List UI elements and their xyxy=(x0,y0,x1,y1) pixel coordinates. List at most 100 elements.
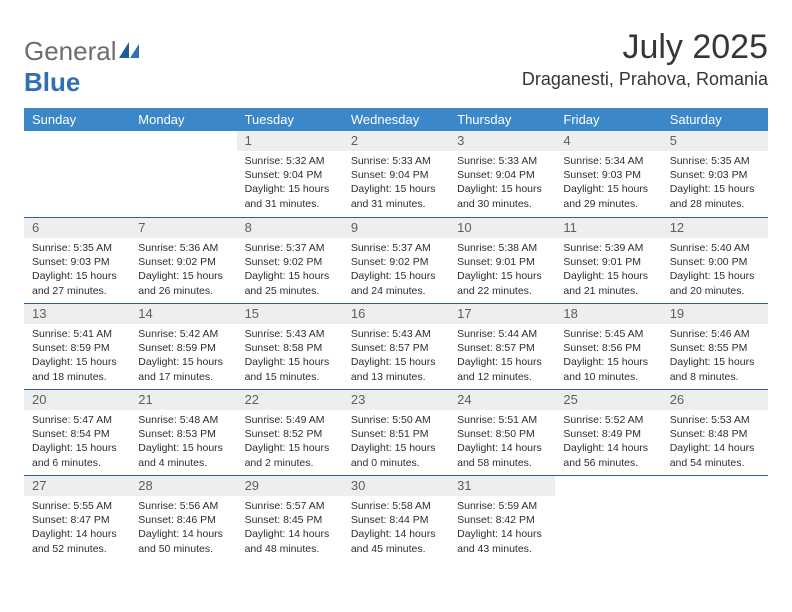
calendar-week-row: 20Sunrise: 5:47 AMSunset: 8:54 PMDayligh… xyxy=(24,389,768,475)
calendar-cell: 5Sunrise: 5:35 AMSunset: 9:03 PMDaylight… xyxy=(662,131,768,217)
calendar-cell: 23Sunrise: 5:50 AMSunset: 8:51 PMDayligh… xyxy=(343,389,449,475)
calendar-cell: 28Sunrise: 5:56 AMSunset: 8:46 PMDayligh… xyxy=(130,475,236,561)
day-body: Sunrise: 5:48 AMSunset: 8:53 PMDaylight:… xyxy=(130,410,236,474)
calendar-cell: 20Sunrise: 5:47 AMSunset: 8:54 PMDayligh… xyxy=(24,389,130,475)
calendar-week-row: 27Sunrise: 5:55 AMSunset: 8:47 PMDayligh… xyxy=(24,475,768,561)
day-body: Sunrise: 5:44 AMSunset: 8:57 PMDaylight:… xyxy=(449,324,555,388)
day-number: 16 xyxy=(343,303,449,324)
title-block: July 2025 Draganesti, Prahova, Romania xyxy=(522,28,768,90)
day-body: Sunrise: 5:32 AMSunset: 9:04 PMDaylight:… xyxy=(237,151,343,215)
day-number: 10 xyxy=(449,217,555,238)
day-number: 5 xyxy=(662,131,768,151)
day-number: 31 xyxy=(449,475,555,496)
day-number: 3 xyxy=(449,131,555,151)
empty-day xyxy=(555,475,661,561)
day-number: 12 xyxy=(662,217,768,238)
day-number: 15 xyxy=(237,303,343,324)
calendar-cell: 15Sunrise: 5:43 AMSunset: 8:58 PMDayligh… xyxy=(237,303,343,389)
day-body: Sunrise: 5:35 AMSunset: 9:03 PMDaylight:… xyxy=(24,238,130,302)
calendar-cell: 27Sunrise: 5:55 AMSunset: 8:47 PMDayligh… xyxy=(24,475,130,561)
day-number: 9 xyxy=(343,217,449,238)
calendar-cell: 21Sunrise: 5:48 AMSunset: 8:53 PMDayligh… xyxy=(130,389,236,475)
day-header: Wednesday xyxy=(343,108,449,131)
month-title: July 2025 xyxy=(522,28,768,67)
calendar-cell: 3Sunrise: 5:33 AMSunset: 9:04 PMDaylight… xyxy=(449,131,555,217)
day-body: Sunrise: 5:37 AMSunset: 9:02 PMDaylight:… xyxy=(343,238,449,302)
day-header: Monday xyxy=(130,108,236,131)
day-body: Sunrise: 5:57 AMSunset: 8:45 PMDaylight:… xyxy=(237,496,343,560)
day-header: Friday xyxy=(555,108,661,131)
flag-icon xyxy=(119,34,145,65)
day-number: 24 xyxy=(449,389,555,410)
day-number: 18 xyxy=(555,303,661,324)
day-body: Sunrise: 5:58 AMSunset: 8:44 PMDaylight:… xyxy=(343,496,449,560)
day-body: Sunrise: 5:35 AMSunset: 9:03 PMDaylight:… xyxy=(662,151,768,215)
day-body: Sunrise: 5:36 AMSunset: 9:02 PMDaylight:… xyxy=(130,238,236,302)
day-body: Sunrise: 5:43 AMSunset: 8:57 PMDaylight:… xyxy=(343,324,449,388)
empty-day xyxy=(662,475,768,561)
calendar-head: SundayMondayTuesdayWednesdayThursdayFrid… xyxy=(24,108,768,131)
day-number: 8 xyxy=(237,217,343,238)
day-number: 23 xyxy=(343,389,449,410)
calendar-cell: 22Sunrise: 5:49 AMSunset: 8:52 PMDayligh… xyxy=(237,389,343,475)
brand-part1: General xyxy=(24,36,117,66)
day-body: Sunrise: 5:38 AMSunset: 9:01 PMDaylight:… xyxy=(449,238,555,302)
calendar-cell: 14Sunrise: 5:42 AMSunset: 8:59 PMDayligh… xyxy=(130,303,236,389)
day-body: Sunrise: 5:51 AMSunset: 8:50 PMDaylight:… xyxy=(449,410,555,474)
calendar-body: 1Sunrise: 5:32 AMSunset: 9:04 PMDaylight… xyxy=(24,131,768,561)
calendar-cell: 18Sunrise: 5:45 AMSunset: 8:56 PMDayligh… xyxy=(555,303,661,389)
calendar-cell xyxy=(662,475,768,561)
day-body: Sunrise: 5:45 AMSunset: 8:56 PMDaylight:… xyxy=(555,324,661,388)
day-body: Sunrise: 5:34 AMSunset: 9:03 PMDaylight:… xyxy=(555,151,661,215)
calendar-cell: 26Sunrise: 5:53 AMSunset: 8:48 PMDayligh… xyxy=(662,389,768,475)
day-body: Sunrise: 5:55 AMSunset: 8:47 PMDaylight:… xyxy=(24,496,130,560)
day-body: Sunrise: 5:40 AMSunset: 9:00 PMDaylight:… xyxy=(662,238,768,302)
calendar-week-row: 13Sunrise: 5:41 AMSunset: 8:59 PMDayligh… xyxy=(24,303,768,389)
day-body: Sunrise: 5:33 AMSunset: 9:04 PMDaylight:… xyxy=(449,151,555,215)
calendar-cell: 25Sunrise: 5:52 AMSunset: 8:49 PMDayligh… xyxy=(555,389,661,475)
calendar-cell: 30Sunrise: 5:58 AMSunset: 8:44 PMDayligh… xyxy=(343,475,449,561)
day-header: Thursday xyxy=(449,108,555,131)
day-body: Sunrise: 5:52 AMSunset: 8:49 PMDaylight:… xyxy=(555,410,661,474)
day-body: Sunrise: 5:39 AMSunset: 9:01 PMDaylight:… xyxy=(555,238,661,302)
empty-day xyxy=(130,131,236,217)
calendar-week-row: 6Sunrise: 5:35 AMSunset: 9:03 PMDaylight… xyxy=(24,217,768,303)
calendar-cell: 29Sunrise: 5:57 AMSunset: 8:45 PMDayligh… xyxy=(237,475,343,561)
calendar-cell: 16Sunrise: 5:43 AMSunset: 8:57 PMDayligh… xyxy=(343,303,449,389)
calendar-week-row: 1Sunrise: 5:32 AMSunset: 9:04 PMDaylight… xyxy=(24,131,768,217)
empty-day xyxy=(24,131,130,217)
day-number: 29 xyxy=(237,475,343,496)
day-number: 6 xyxy=(24,217,130,238)
day-number: 28 xyxy=(130,475,236,496)
day-body: Sunrise: 5:41 AMSunset: 8:59 PMDaylight:… xyxy=(24,324,130,388)
day-number: 26 xyxy=(662,389,768,410)
calendar-cell: 12Sunrise: 5:40 AMSunset: 9:00 PMDayligh… xyxy=(662,217,768,303)
day-body: Sunrise: 5:47 AMSunset: 8:54 PMDaylight:… xyxy=(24,410,130,474)
brand-logo: GeneralBlue xyxy=(24,28,145,98)
day-header: Tuesday xyxy=(237,108,343,131)
calendar-cell: 31Sunrise: 5:59 AMSunset: 8:42 PMDayligh… xyxy=(449,475,555,561)
brand-part2: Blue xyxy=(24,67,80,97)
day-body: Sunrise: 5:33 AMSunset: 9:04 PMDaylight:… xyxy=(343,151,449,215)
calendar-cell: 10Sunrise: 5:38 AMSunset: 9:01 PMDayligh… xyxy=(449,217,555,303)
calendar-cell: 11Sunrise: 5:39 AMSunset: 9:01 PMDayligh… xyxy=(555,217,661,303)
day-body: Sunrise: 5:46 AMSunset: 8:55 PMDaylight:… xyxy=(662,324,768,388)
day-number: 4 xyxy=(555,131,661,151)
calendar-cell: 6Sunrise: 5:35 AMSunset: 9:03 PMDaylight… xyxy=(24,217,130,303)
day-body: Sunrise: 5:49 AMSunset: 8:52 PMDaylight:… xyxy=(237,410,343,474)
day-number: 2 xyxy=(343,131,449,151)
day-number: 1 xyxy=(237,131,343,151)
day-number: 30 xyxy=(343,475,449,496)
day-body: Sunrise: 5:50 AMSunset: 8:51 PMDaylight:… xyxy=(343,410,449,474)
day-number: 27 xyxy=(24,475,130,496)
day-body: Sunrise: 5:56 AMSunset: 8:46 PMDaylight:… xyxy=(130,496,236,560)
calendar-cell: 2Sunrise: 5:33 AMSunset: 9:04 PMDaylight… xyxy=(343,131,449,217)
calendar-cell: 1Sunrise: 5:32 AMSunset: 9:04 PMDaylight… xyxy=(237,131,343,217)
calendar-cell: 4Sunrise: 5:34 AMSunset: 9:03 PMDaylight… xyxy=(555,131,661,217)
day-number: 14 xyxy=(130,303,236,324)
calendar-cell xyxy=(555,475,661,561)
calendar-cell: 17Sunrise: 5:44 AMSunset: 8:57 PMDayligh… xyxy=(449,303,555,389)
day-header: Sunday xyxy=(24,108,130,131)
day-body: Sunrise: 5:53 AMSunset: 8:48 PMDaylight:… xyxy=(662,410,768,474)
day-number: 19 xyxy=(662,303,768,324)
